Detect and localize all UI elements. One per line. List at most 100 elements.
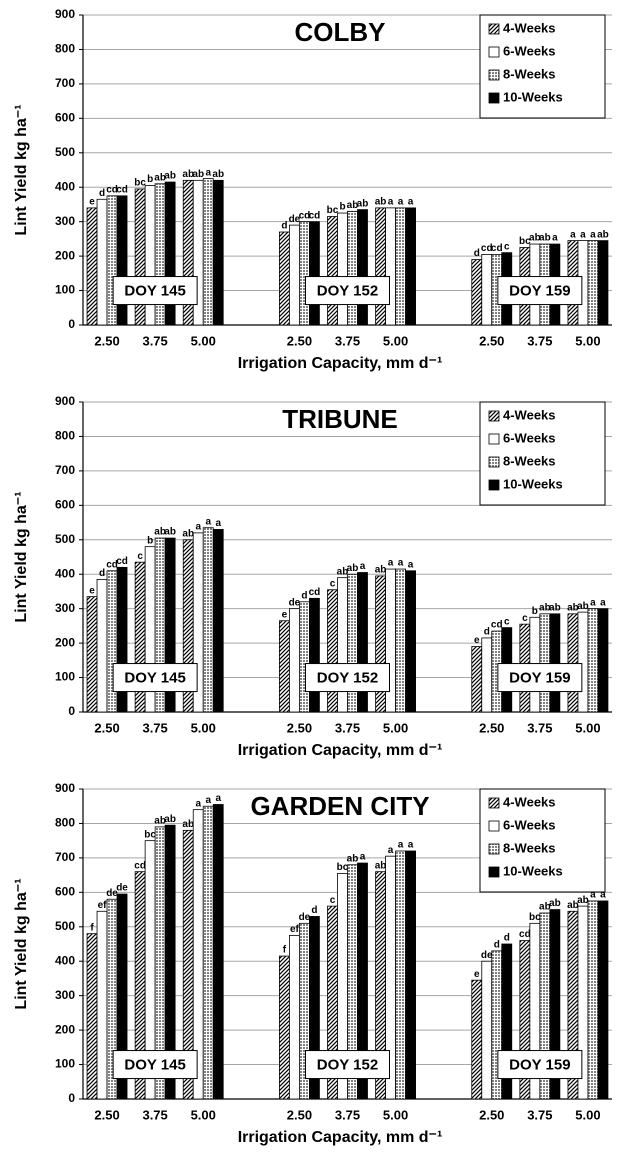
bar bbox=[597, 608, 609, 713]
group-box bbox=[305, 663, 390, 693]
legend-label: 4-Weeks bbox=[503, 794, 556, 809]
significance-letter: b bbox=[339, 202, 345, 213]
significance-letter: cd bbox=[481, 243, 493, 254]
y-tick-label: 700 bbox=[55, 463, 75, 477]
significance-letter: cd bbox=[106, 184, 118, 195]
legend-label: 6-Weeks bbox=[503, 817, 556, 832]
y-tick-label: 100 bbox=[55, 283, 75, 297]
legend-box bbox=[479, 401, 606, 506]
bar bbox=[289, 934, 300, 1100]
y-tick-label: 400 bbox=[55, 566, 75, 580]
y-tick-label: 600 bbox=[55, 885, 75, 899]
significance-letter: ab bbox=[375, 860, 387, 871]
x-tick-label: 3.75 bbox=[142, 333, 167, 348]
y-tick-label: 400 bbox=[55, 953, 75, 967]
bar bbox=[337, 212, 348, 326]
bar bbox=[357, 209, 368, 326]
bar bbox=[501, 943, 513, 1100]
significance-letter: ab bbox=[549, 898, 561, 909]
title-background bbox=[244, 790, 436, 821]
bar bbox=[481, 960, 493, 1100]
bar bbox=[212, 179, 224, 326]
legend-label: 6-Weeks bbox=[503, 43, 556, 58]
bar bbox=[164, 824, 176, 1100]
significance-letter: ab bbox=[539, 602, 551, 613]
bar bbox=[96, 198, 108, 326]
significance-letter: c bbox=[137, 551, 143, 562]
bar bbox=[327, 589, 338, 713]
y-tick-label: 200 bbox=[55, 1022, 75, 1036]
bar bbox=[96, 578, 108, 713]
significance-letter: b bbox=[532, 606, 538, 617]
legend-swatch bbox=[488, 410, 500, 422]
group-label: DOY 145 bbox=[124, 670, 185, 687]
x-axis-label: Irrigation Capacity, mm d⁻¹ bbox=[238, 355, 443, 372]
x-tick-label: 3.75 bbox=[527, 720, 552, 735]
group-box bbox=[112, 1050, 198, 1080]
significance-letter: bc bbox=[134, 178, 146, 189]
y-tick-label: 900 bbox=[55, 781, 75, 795]
significance-letter: ab bbox=[529, 233, 541, 244]
significance-letter: a bbox=[408, 197, 414, 208]
x-axis-label: Irrigation Capacity, mm d⁻¹ bbox=[238, 1129, 443, 1146]
significance-letter: a bbox=[360, 852, 366, 863]
significance-letter: ab bbox=[597, 229, 609, 240]
legend-label: 4-Weeks bbox=[503, 20, 556, 35]
legend-swatch bbox=[488, 92, 500, 104]
significance-letter: de bbox=[289, 214, 301, 225]
significance-letter: ef bbox=[98, 900, 108, 911]
bar bbox=[96, 910, 108, 1100]
x-tick-label: 2.50 bbox=[287, 333, 312, 348]
significance-letter: cd bbox=[134, 860, 146, 871]
bar bbox=[279, 955, 290, 1100]
bar bbox=[279, 620, 290, 713]
significance-letter: cd bbox=[116, 184, 128, 195]
significance-letter: cd bbox=[116, 556, 128, 567]
x-tick-label: 2.50 bbox=[94, 1107, 119, 1122]
significance-letter: e bbox=[474, 969, 480, 980]
x-tick-label: 2.50 bbox=[287, 1107, 312, 1122]
significance-letter: a bbox=[590, 597, 596, 608]
bar bbox=[202, 805, 214, 1100]
group-label: DOY 159 bbox=[509, 670, 570, 687]
significance-letter: a bbox=[195, 522, 201, 533]
bar bbox=[405, 850, 416, 1100]
legend-swatch bbox=[488, 456, 500, 468]
bar bbox=[577, 611, 589, 713]
significance-letter: ab bbox=[539, 233, 551, 244]
significance-letter: d bbox=[99, 568, 105, 579]
legend-label: 8-Weeks bbox=[503, 66, 556, 81]
significance-letter: ab bbox=[212, 169, 224, 180]
group-box bbox=[497, 276, 583, 306]
x-tick-label: 2.50 bbox=[479, 333, 504, 348]
bar bbox=[289, 608, 300, 713]
y-tick-label: 300 bbox=[55, 214, 75, 228]
y-tick-label: 200 bbox=[55, 248, 75, 262]
bar bbox=[212, 529, 224, 713]
group-box bbox=[112, 276, 198, 306]
legend-swatch bbox=[488, 23, 500, 35]
legend-swatch bbox=[488, 46, 500, 58]
legend-label: 8-Weeks bbox=[503, 453, 556, 468]
significance-letter: e bbox=[282, 609, 288, 620]
chart-title: COLBY bbox=[295, 17, 386, 47]
significance-letter: a bbox=[398, 197, 404, 208]
significance-letter: d bbox=[474, 248, 480, 259]
significance-letter: a bbox=[195, 798, 201, 809]
significance-letter: ab bbox=[567, 602, 579, 613]
significance-letter: ab bbox=[347, 853, 359, 864]
x-tick-label: 5.00 bbox=[191, 720, 216, 735]
bar bbox=[587, 900, 599, 1100]
significance-letter: e bbox=[474, 635, 480, 646]
significance-letter: ab bbox=[375, 565, 387, 576]
y-tick-label: 700 bbox=[55, 850, 75, 864]
significance-letter: ab bbox=[164, 527, 176, 538]
significance-letter: ab bbox=[182, 819, 194, 830]
significance-letter: de bbox=[116, 883, 128, 894]
bar bbox=[116, 893, 128, 1100]
significance-letter: a bbox=[215, 793, 221, 804]
legend-box bbox=[479, 788, 606, 893]
y-tick-label: 0 bbox=[68, 704, 75, 718]
significance-letter: d bbox=[281, 221, 287, 232]
